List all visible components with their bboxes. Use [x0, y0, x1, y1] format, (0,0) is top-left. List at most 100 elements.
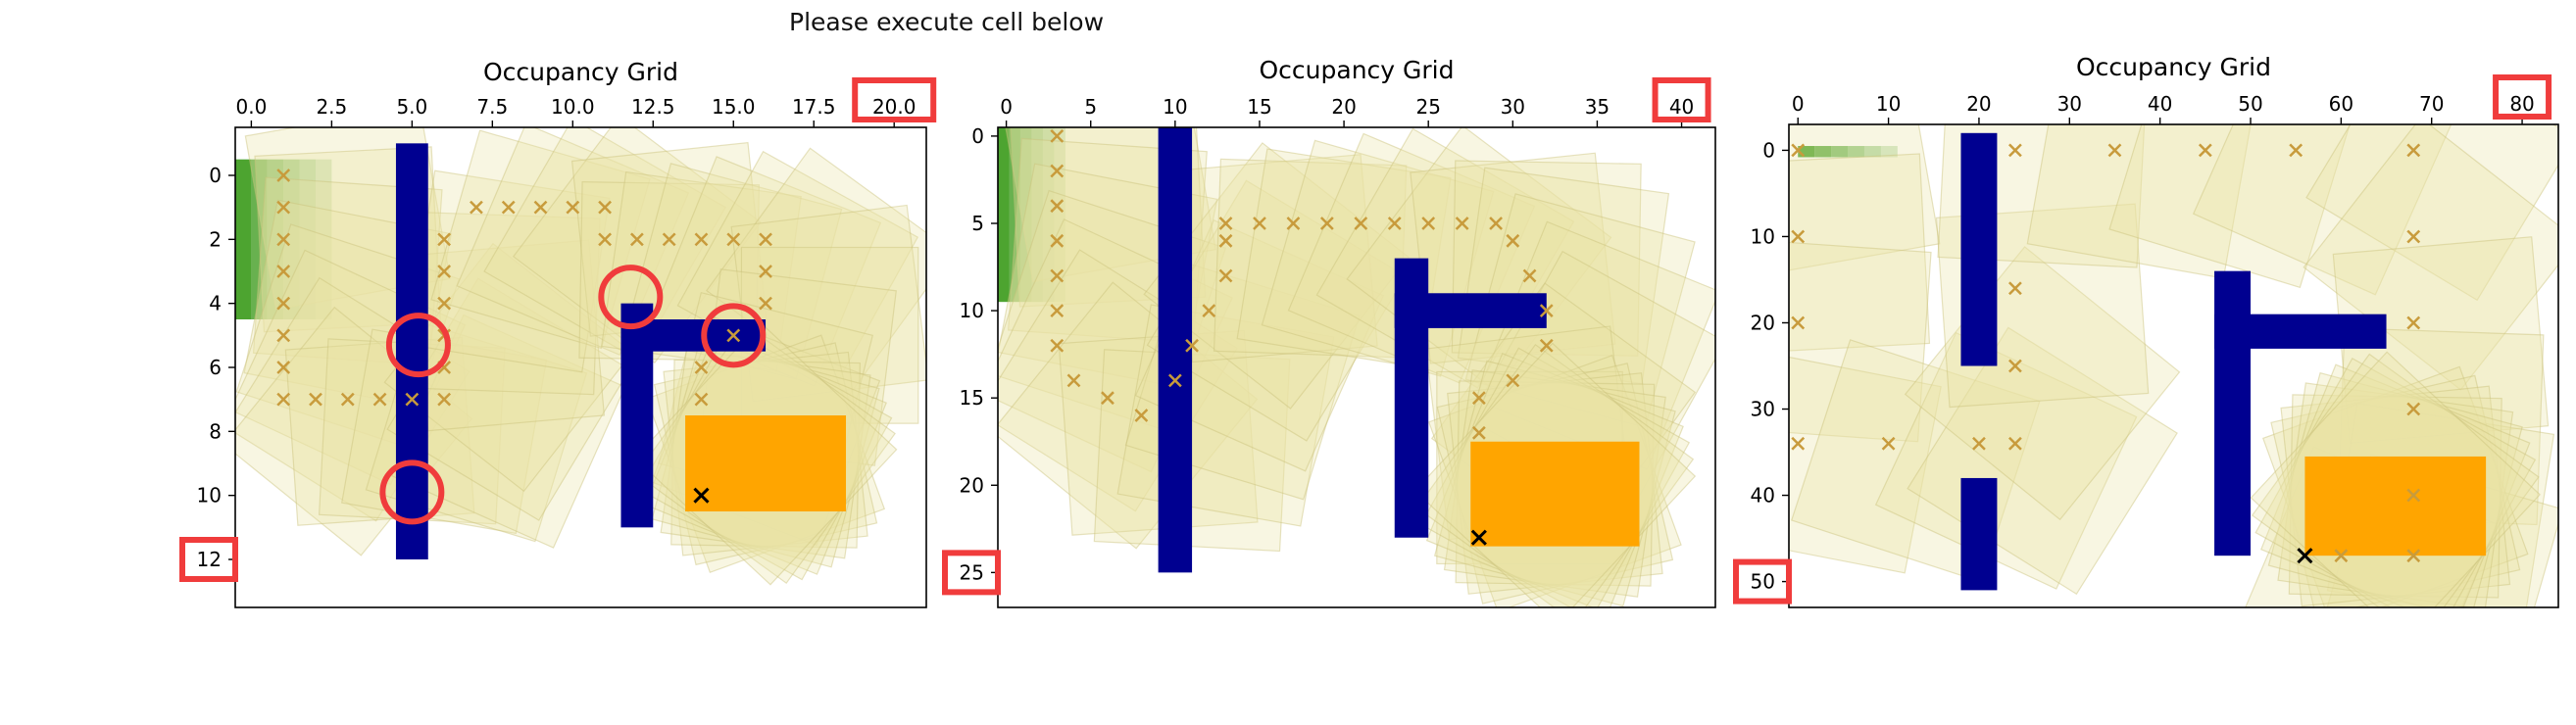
path-marker [2007, 436, 2022, 451]
goal-region [2304, 456, 2487, 556]
path-marker [405, 392, 420, 407]
path-marker [759, 232, 772, 247]
y-tick-label: 30 [1751, 398, 1775, 421]
y-tick-label: 2 [209, 227, 222, 251]
x-tick-label: 17.5 [792, 95, 836, 119]
robot-footprint [1007, 137, 1208, 344]
path-marker [437, 296, 452, 311]
robot-footprint [1457, 167, 1670, 385]
x-tick-label: 0 [1000, 95, 1013, 119]
path-marker [1167, 373, 1182, 388]
path-marker [2007, 143, 2022, 158]
path-marker [1791, 315, 1806, 330]
x-tick-label: 80 [2509, 92, 2534, 116]
path-marker [1791, 229, 1806, 244]
robot-footprint [2305, 124, 2558, 302]
path-marker [1791, 143, 1806, 158]
wall-obstacle [2214, 314, 2387, 349]
y-tick-label: 4 [209, 292, 222, 315]
path-marker [1066, 373, 1081, 388]
notebook-message: Please execute cell below [789, 8, 1105, 36]
robot-footprint [2332, 236, 2550, 445]
path-marker [437, 232, 452, 247]
path-marker [1522, 268, 1537, 283]
start-region-band [315, 159, 332, 319]
path-marker [276, 265, 291, 278]
x-tick-label: 40 [2148, 92, 2172, 116]
x-tick-label: 5.0 [396, 95, 427, 119]
path-marker [1881, 436, 1896, 451]
y-tick-label: 0 [1762, 138, 1775, 162]
y-tick-label: 15 [960, 386, 984, 410]
y-tick-label: 6 [209, 356, 222, 379]
path-marker [1185, 338, 1199, 353]
x-tick-label: 10 [1163, 95, 1187, 119]
path-marker [1471, 391, 1486, 406]
start-region-band [1019, 127, 1032, 303]
path-marker [1506, 233, 1520, 248]
start-region-band [998, 127, 1010, 303]
path-marker [1539, 338, 1554, 353]
path-marker [1218, 268, 1233, 283]
robot-footprint [1789, 153, 1931, 355]
path-marker [533, 200, 548, 215]
robot-footprint [456, 127, 690, 357]
x-tick-label: 60 [2329, 92, 2353, 116]
path-marker [2289, 143, 2304, 158]
x-tick-label: 30 [1501, 95, 1525, 119]
path-marker [372, 392, 387, 407]
plot-area [235, 127, 926, 586]
y-tick-label: 25 [960, 560, 984, 584]
path-marker [694, 392, 709, 407]
y-tick-highlight-box [179, 537, 238, 582]
x-tick-label: 12.5 [631, 95, 675, 119]
path-marker [629, 232, 644, 247]
goal-marker [693, 487, 710, 504]
path-marker [726, 232, 741, 247]
x-tick-label: 0.0 [235, 95, 267, 119]
start-region-band [283, 159, 300, 319]
path-marker [1050, 233, 1065, 248]
robot-footprint [1146, 179, 1407, 442]
y-tick-label: 0 [209, 164, 222, 187]
x-tick-label: 50 [2238, 92, 2262, 116]
path-marker [1050, 268, 1065, 283]
path-marker [1050, 164, 1065, 178]
x-tick-label: 20.0 [872, 95, 916, 119]
robot-footprint [252, 176, 443, 366]
chart-title: Occupancy Grid [1260, 56, 1455, 84]
axes-frame [997, 126, 1716, 608]
path-marker [566, 200, 580, 215]
y-tick-label: 0 [971, 124, 984, 148]
path-marker [1387, 217, 1402, 230]
wall-obstacle [1960, 132, 1998, 366]
path-marker [1134, 409, 1149, 422]
collision-highlight-circle [379, 459, 445, 525]
start-region-band [1814, 146, 1832, 158]
start-region-band [1009, 127, 1020, 303]
path-marker [694, 361, 709, 374]
path-marker [1471, 425, 1486, 440]
robot-footprint [1143, 142, 1411, 410]
start-region-band [1848, 146, 1864, 158]
robot-footprint [730, 204, 926, 403]
path-marker [598, 200, 612, 215]
start-region-band [1831, 146, 1849, 158]
x-tick-label: 15.0 [712, 95, 756, 119]
path-marker [1050, 338, 1065, 353]
path-marker [276, 328, 291, 343]
collision-highlight-circle [598, 265, 664, 330]
path-marker [470, 200, 483, 215]
start-region-band [1880, 146, 1898, 158]
x-tick-label: 0 [1792, 92, 1805, 116]
path-marker [276, 169, 291, 182]
collision-highlight-circle [385, 313, 451, 378]
chart-title: Occupancy Grid [2076, 53, 2271, 81]
x-tick-label: 30 [2057, 92, 2082, 116]
path-marker [598, 232, 612, 247]
x-tick-label: 20 [1331, 95, 1356, 119]
collision-highlight-circle [701, 303, 767, 368]
x-tick-label: 35 [1585, 95, 1610, 119]
y-tick-label: 5 [971, 212, 984, 235]
axes-frame [1788, 123, 2559, 608]
